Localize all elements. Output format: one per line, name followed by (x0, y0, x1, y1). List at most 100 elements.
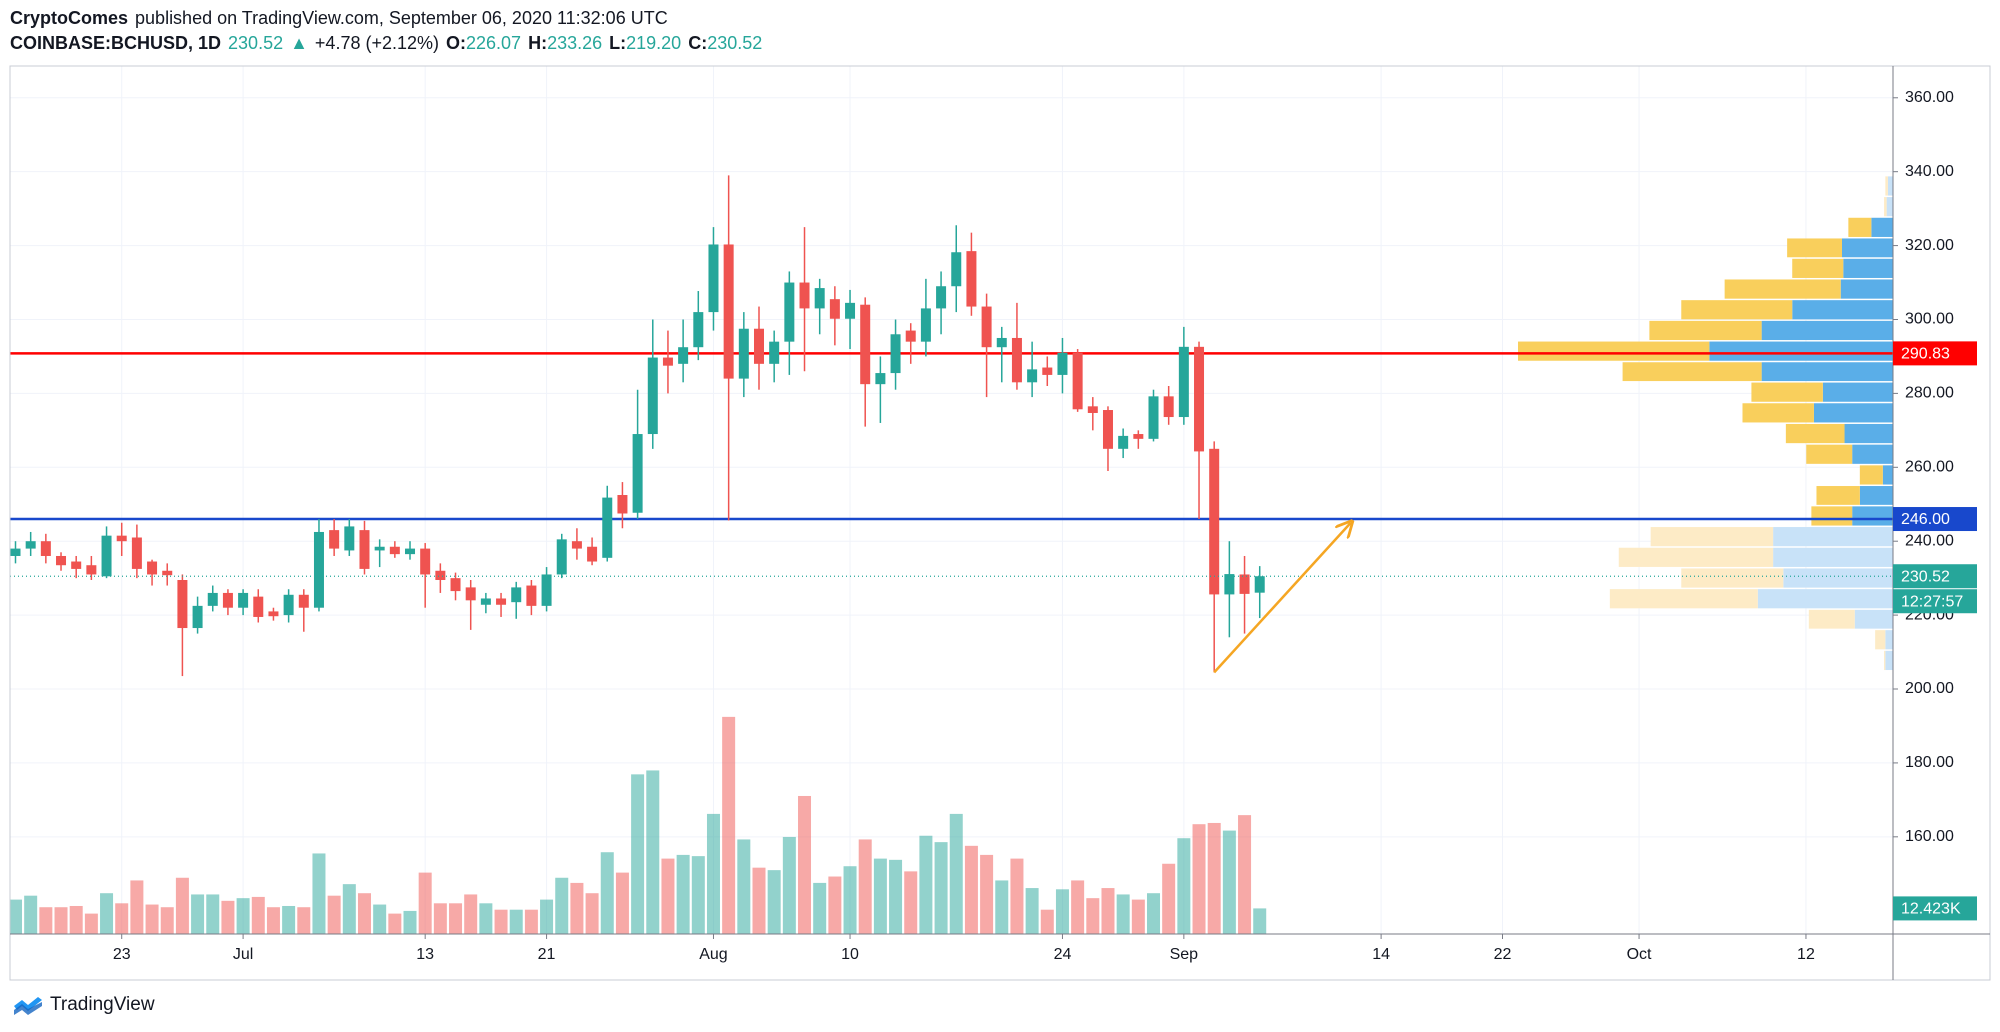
low: 219.20 (626, 33, 682, 53)
profile-up (1852, 444, 1893, 464)
volume-bar (130, 880, 144, 934)
profile-up (1813, 403, 1893, 423)
volume-bar (828, 876, 842, 934)
candle-body (1224, 574, 1235, 595)
candle-body (632, 434, 643, 513)
volume-bar (1131, 899, 1145, 934)
candle-body (1133, 434, 1144, 439)
x-tick-label: 14 (1372, 946, 1390, 963)
volume-bar (403, 910, 417, 934)
profile-up (1871, 217, 1893, 237)
countdown-bg (1893, 589, 1977, 614)
volume-bar (175, 877, 189, 934)
volume-bar (1055, 889, 1069, 934)
candle-body (981, 306, 992, 348)
profile-down (1792, 258, 1844, 278)
volume-bar (995, 880, 1009, 934)
volume-bar (615, 872, 629, 934)
volume-bar (1192, 824, 1206, 934)
volume-bar (691, 856, 705, 934)
footer-brand: TradingView (50, 994, 155, 1015)
volume-bar (357, 893, 371, 934)
volume-bar (191, 894, 205, 934)
volume-profile (1518, 176, 1893, 671)
profile-down (1681, 568, 1784, 588)
high-label: H: (528, 33, 548, 53)
x-tick-label: Jul (233, 946, 253, 963)
level-label-bg (1893, 507, 1977, 532)
volume-bar (706, 813, 720, 934)
volume-bar (919, 835, 933, 934)
candle-body (723, 244, 734, 379)
candle-body (708, 244, 719, 313)
profile-down (1848, 217, 1872, 237)
candle-body (25, 541, 36, 549)
volume-bar (1147, 893, 1161, 934)
volume-bar (1010, 858, 1024, 934)
candle-body (496, 598, 507, 605)
change: +4.78 (+2.12%) (314, 33, 440, 53)
volume-bar (464, 894, 478, 934)
candle-body (860, 304, 871, 385)
candle-body (617, 495, 628, 514)
y-tick-label: 160.00 (1905, 828, 1954, 845)
candle-body (313, 531, 324, 608)
volume-bar (433, 903, 447, 934)
header-line-2: COINBASE:BCHUSD, 1D 230.52 ▲ +4.78 (+2.12%)… (10, 31, 762, 56)
volume-bar (1207, 822, 1221, 934)
x-tick-label: 21 (538, 946, 556, 963)
volume-bar (221, 900, 235, 934)
candle-body (177, 580, 188, 629)
candle-body (1011, 337, 1022, 383)
volume-bar (327, 895, 341, 934)
volume-bar (312, 853, 326, 934)
volume-bar (585, 893, 599, 934)
close-label: C: (688, 33, 708, 53)
volume-bar (1071, 880, 1085, 934)
candle-body (1178, 346, 1189, 418)
candle-body (678, 347, 689, 364)
candle-body (541, 574, 552, 606)
profile-down (1518, 341, 1710, 361)
last-price-label-bg (1893, 564, 1977, 589)
profile-up (1885, 630, 1893, 650)
volume-bar (555, 877, 569, 934)
volume-bar (24, 895, 38, 934)
profile-down (1650, 527, 1774, 547)
profile-down (1885, 176, 1888, 196)
y-tick-label: 260.00 (1905, 459, 1954, 476)
volume-bar (251, 896, 265, 934)
profile-down (1649, 320, 1762, 341)
candle-body (329, 530, 340, 549)
low-label: L: (609, 33, 627, 53)
volume-bar (10, 899, 22, 934)
candle-body (1239, 574, 1250, 594)
header-line-1: CryptoComes published on TradingView.com,… (10, 6, 762, 31)
volume-bar (722, 716, 736, 934)
volume-label-bg (1893, 896, 1977, 921)
price-tags: 290.83 246.00 230.52 12:27:57 12.423K (1893, 341, 1977, 921)
profile-up (1783, 568, 1893, 588)
volume-bar (798, 795, 812, 934)
candle-body (480, 598, 491, 605)
open: 226.07 (466, 33, 522, 53)
candle-body (116, 535, 127, 542)
volume-bar (1177, 838, 1191, 934)
candle-body (1194, 346, 1205, 452)
profile-down (1859, 465, 1883, 485)
y-tick-label: 240.00 (1905, 532, 1954, 549)
published: published on TradingView.com, September … (135, 8, 668, 28)
volume (10, 716, 1267, 934)
candle-body (405, 548, 416, 555)
candle-body (1118, 435, 1129, 449)
volume-bar (1116, 894, 1130, 934)
candle-body (526, 585, 537, 606)
author: CryptoComes (10, 8, 129, 28)
profile-up (1852, 506, 1893, 526)
profile-down (1724, 279, 1841, 299)
y-tick-label: 340.00 (1905, 163, 1954, 180)
candle-body (435, 570, 446, 581)
last-price-label: 230.52 (1901, 568, 1950, 585)
profile-down (1618, 547, 1774, 567)
